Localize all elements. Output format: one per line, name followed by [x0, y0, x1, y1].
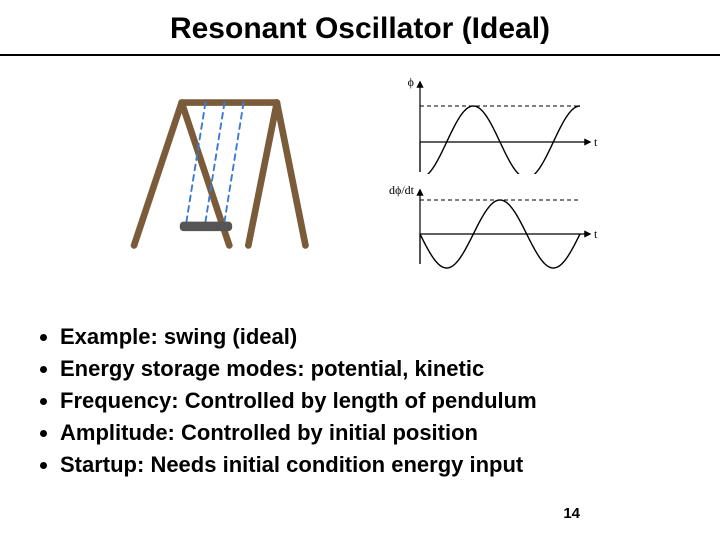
figure-area: ϕt dϕ/dtt	[0, 74, 720, 294]
phi-plot: ϕt	[375, 74, 605, 174]
list-item: Frequency: Controlled by length of pendu…	[60, 388, 720, 414]
svg-text:t: t	[594, 135, 598, 149]
list-item: Startup: Needs initial condition energy …	[60, 452, 720, 478]
list-item: Amplitude: Controlled by initial positio…	[60, 420, 720, 446]
page-title: Resonant Oscillator (Ideal)	[0, 0, 720, 54]
svg-text:ϕ: ϕ	[408, 75, 414, 89]
bullet-list: Example: swing (ideal) Energy storage mo…	[60, 324, 720, 478]
swing-diagram	[115, 74, 315, 274]
svg-text:dϕ/dt: dϕ/dt	[389, 183, 415, 197]
list-item: Example: swing (ideal)	[60, 324, 720, 350]
page-number: 14	[563, 505, 580, 522]
svg-text:t: t	[594, 227, 598, 241]
dphidt-plot: dϕ/dt t	[375, 182, 605, 282]
title-underline	[0, 54, 720, 56]
list-item: Energy storage modes: potential, kinetic	[60, 356, 720, 382]
waveform-plots: ϕt dϕ/dtt	[375, 74, 605, 282]
